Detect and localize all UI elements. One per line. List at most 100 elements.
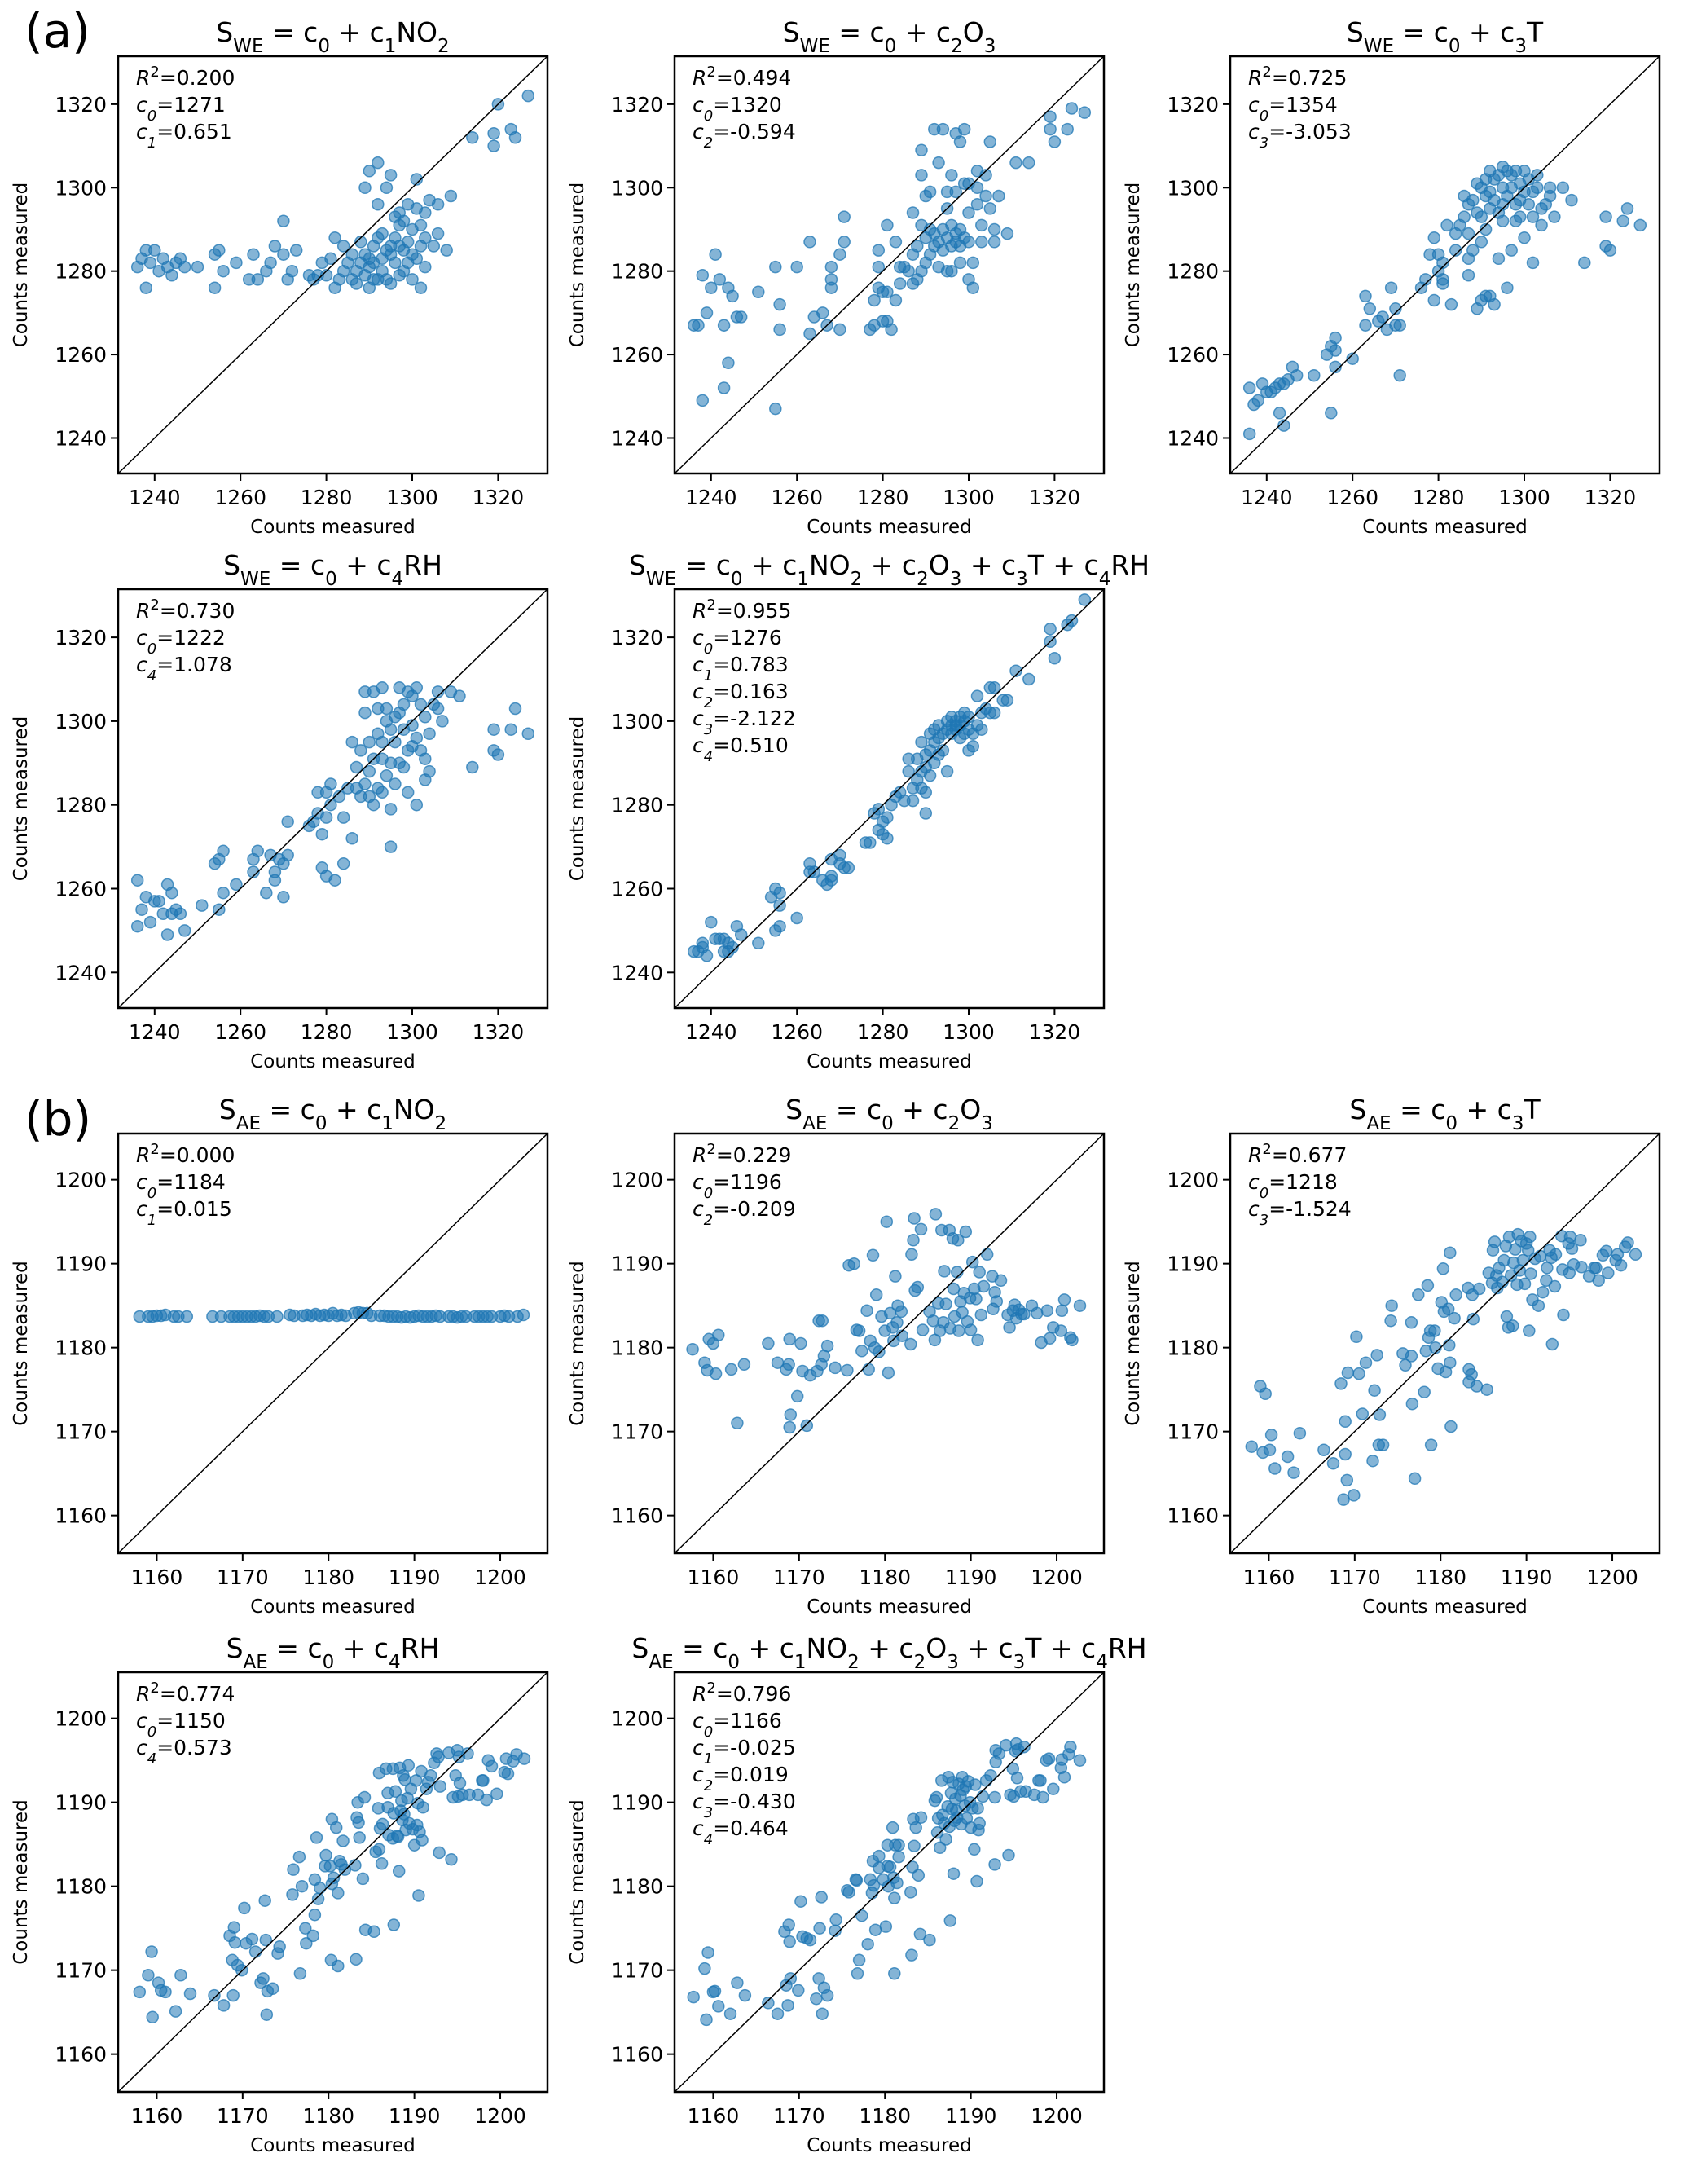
data-point <box>988 1790 1001 1804</box>
data-point <box>915 735 928 749</box>
data-point <box>397 214 411 227</box>
data-point <box>257 1972 270 1985</box>
y-tick-label: 1320 <box>55 626 107 649</box>
data-point <box>336 856 350 870</box>
data-point <box>406 273 419 286</box>
data-point <box>970 689 984 702</box>
data-point <box>247 248 260 261</box>
data-point <box>336 1834 350 1847</box>
x-tick-label: 1180 <box>859 2104 911 2128</box>
data-point <box>953 256 967 270</box>
data-point <box>1031 1306 1044 1320</box>
data-point <box>847 1257 861 1270</box>
stat-annotation: c2=-0.594 <box>693 120 796 152</box>
data-point <box>1480 1383 1493 1396</box>
data-point <box>833 248 846 261</box>
y-tick-label: 1280 <box>55 260 107 284</box>
data-point <box>1505 244 1518 257</box>
data-point <box>380 181 394 195</box>
data-point <box>217 264 230 278</box>
data-point <box>1281 1450 1295 1464</box>
data-point <box>943 1914 957 1927</box>
data-point <box>363 735 376 749</box>
data-point <box>975 218 988 232</box>
data-point <box>790 1389 804 1403</box>
data-point <box>376 735 389 749</box>
data-point <box>1393 319 1406 332</box>
data-point <box>277 214 290 227</box>
data-point <box>384 803 398 816</box>
axes-frame <box>673 1132 1106 1555</box>
x-tick-label: 1160 <box>131 2104 183 2128</box>
identity-line <box>1230 1134 1660 1553</box>
data-point <box>731 1416 744 1430</box>
data-point <box>310 1831 323 1844</box>
data-point <box>345 248 358 261</box>
data-point <box>908 1839 921 1852</box>
x-tick-label: 1260 <box>1326 486 1378 509</box>
y-tick-label: 1200 <box>1167 1169 1219 1192</box>
data-point <box>1441 1302 1455 1316</box>
y-tick-label: 1320 <box>1167 93 1219 117</box>
y-axis-label: Counts measured <box>11 716 32 882</box>
data-point <box>332 1959 345 1973</box>
y-tick-label: 1180 <box>1167 1336 1219 1360</box>
data-point <box>936 744 950 757</box>
y-tick-label: 1240 <box>611 961 663 984</box>
data-point <box>1488 297 1501 311</box>
data-point <box>1557 1308 1570 1322</box>
data-point <box>1523 1324 1536 1337</box>
data-point <box>959 1225 973 1239</box>
data-point <box>1293 1426 1307 1440</box>
data-point <box>1078 106 1092 119</box>
data-point <box>890 1876 904 1890</box>
data-point <box>238 1901 251 1915</box>
x-tick-label: 1240 <box>1241 486 1293 509</box>
data-point <box>1633 218 1647 232</box>
scatter-panel: SAE = c0 + c1NO2 1160 1170 1180 1190 1200 1160… <box>11 1094 549 1618</box>
data-point <box>416 1801 429 1814</box>
data-point <box>372 1843 386 1856</box>
data-point <box>794 1336 807 1350</box>
data-point <box>1589 1262 1603 1275</box>
identity-line <box>675 589 1104 1008</box>
data-point <box>1073 1754 1087 1767</box>
data-point <box>892 1838 905 1852</box>
stat-annotation: c2=0.019 <box>693 1763 789 1794</box>
data-point <box>228 1935 242 1949</box>
y-tick-label: 1190 <box>55 1253 107 1276</box>
data-point <box>861 1937 874 1951</box>
data-point <box>906 794 920 808</box>
data-point <box>1532 1299 1545 1312</box>
data-point <box>1614 1258 1628 1272</box>
data-point <box>1048 135 1062 148</box>
data-point <box>737 1358 751 1372</box>
y-tick-label: 1190 <box>1167 1253 1219 1276</box>
data-point <box>752 936 765 950</box>
data-point <box>1427 293 1441 307</box>
data-point <box>419 260 432 274</box>
data-point <box>1405 1316 1418 1329</box>
data-point <box>401 786 415 799</box>
stat-annotation: R2=0.000 <box>136 1141 235 1168</box>
data-point <box>852 1953 866 1967</box>
data-point <box>432 1750 445 1763</box>
y-axis-label: Counts measured <box>567 183 588 348</box>
data-point <box>1329 331 1342 345</box>
x-tick-label: 1200 <box>1031 1565 1083 1589</box>
data-point <box>1277 419 1290 432</box>
data-point <box>872 244 886 257</box>
data-point <box>1356 1407 1370 1420</box>
data-point <box>1251 394 1265 407</box>
stat-annotation: R2=0.730 <box>136 597 235 623</box>
stat-annotation: c0=1354 <box>1248 93 1338 125</box>
data-point <box>712 1328 725 1341</box>
data-point <box>1009 156 1022 170</box>
data-point <box>829 1361 842 1375</box>
data-point <box>1599 1244 1613 1257</box>
data-points <box>687 593 1092 962</box>
scatter-panel: SWE = c0 + c1NO2 + c2O3 + c3T + c4RH 1240… <box>567 549 1150 1072</box>
data-point <box>384 840 398 853</box>
data-point <box>962 206 975 219</box>
